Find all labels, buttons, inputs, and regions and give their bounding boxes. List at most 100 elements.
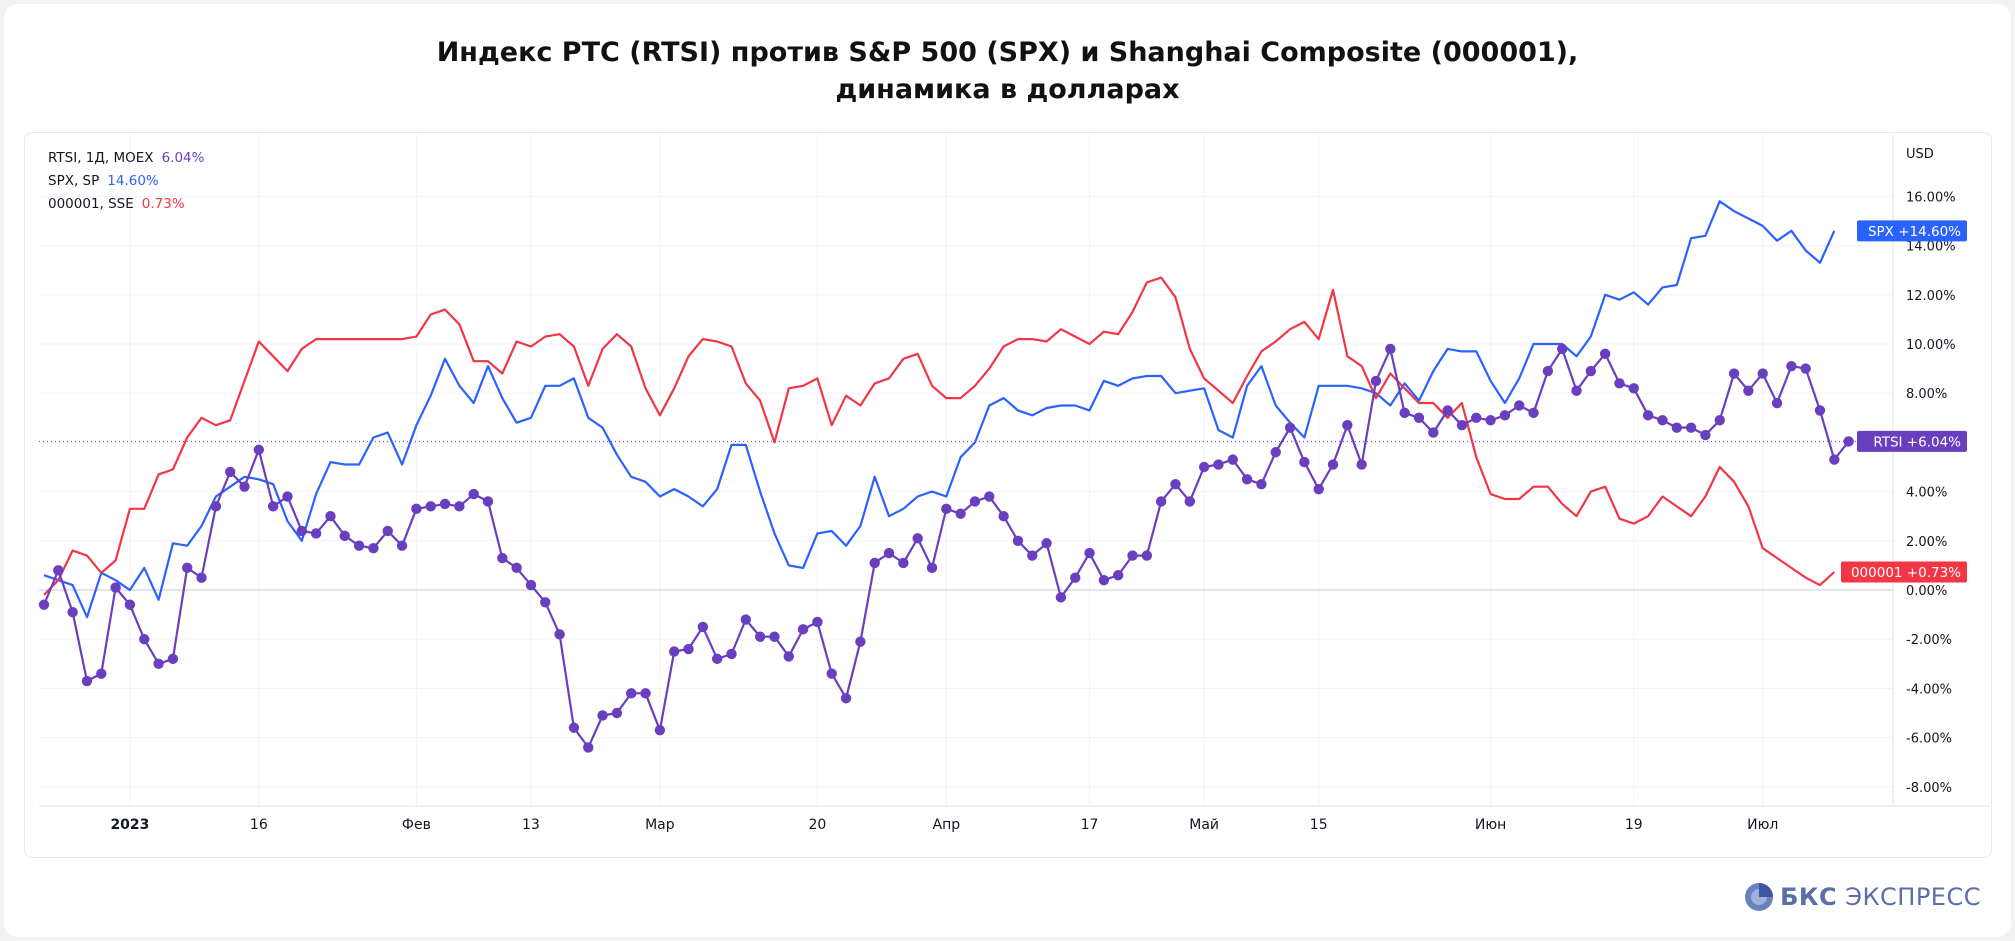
data-point-rtsi — [1714, 415, 1725, 426]
x-tick-label: 17 — [1081, 817, 1099, 833]
data-point-rtsi — [1155, 496, 1167, 507]
legend-item-000001[interactable]: 000001, SSE 0.73% — [48, 193, 204, 216]
data-point-rtsi — [1542, 365, 1554, 377]
legend-item-rtsi[interactable]: RTSI, 1Д, MOEX 6.04% — [48, 147, 204, 170]
data-point-rtsi — [1642, 410, 1654, 421]
data-point-rtsi — [53, 565, 64, 576]
data-point-rtsi — [568, 722, 580, 733]
price-badge-rtsi — [1857, 430, 1967, 452]
data-point-rtsi — [153, 658, 164, 669]
data-point-rtsi — [38, 599, 50, 610]
legend-value: 14.60% — [107, 173, 159, 189]
data-point-rtsi — [1370, 375, 1382, 387]
data-point-rtsi — [855, 636, 866, 647]
data-point-rtsi — [1814, 405, 1826, 416]
price-badge-label-rtsi: RTSI +6.04% — [1873, 434, 1961, 450]
data-point-rtsi — [439, 498, 451, 510]
data-point-rtsi — [382, 525, 393, 537]
x-tick-label: 2023 — [110, 817, 149, 833]
x-tick-label: 13 — [522, 817, 540, 833]
data-point-rtsi — [611, 707, 623, 719]
data-point-rtsi — [325, 511, 336, 522]
data-point-rtsi — [411, 503, 422, 515]
x-tick-label: Мар — [645, 817, 675, 833]
data-point-rtsi — [425, 501, 436, 512]
data-point-rtsi — [253, 444, 265, 455]
data-point-rtsi — [67, 606, 78, 618]
data-point-rtsi — [1456, 419, 1468, 431]
y-tick-label: -6.00% — [1906, 732, 1952, 747]
x-tick-label: 19 — [1625, 817, 1643, 833]
data-point-rtsi — [1256, 479, 1267, 490]
data-point-rtsi — [196, 572, 207, 583]
x-tick-label: Май — [1189, 817, 1219, 833]
data-point-rtsi — [1700, 429, 1711, 441]
data-point-rtsi — [583, 742, 594, 753]
data-point-rtsi — [1685, 422, 1697, 433]
data-point-rtsi — [912, 533, 923, 544]
data-point-rtsi — [554, 629, 565, 640]
data-point-rtsi — [110, 582, 121, 593]
data-point-rtsi — [1514, 400, 1525, 411]
data-point-rtsi — [1471, 412, 1482, 423]
data-point-rtsi — [267, 501, 279, 512]
data-point-rtsi — [167, 653, 179, 665]
data-point-rtsi — [1571, 385, 1582, 396]
data-point-rtsi — [1084, 547, 1095, 559]
legend-label: SPX, SP — [48, 173, 100, 189]
legend-label: RTSI, 1Д, MOEX — [48, 150, 154, 166]
data-point-rtsi — [1442, 405, 1453, 416]
data-point-rtsi — [468, 488, 479, 500]
price-badge-label-000001: 000001 +0.73% — [1851, 565, 1961, 581]
data-point-rtsi — [296, 525, 308, 537]
data-point-rtsi — [1399, 407, 1410, 419]
data-point-rtsi — [941, 503, 952, 515]
data-point-rtsi — [668, 646, 680, 657]
legend-label: 000001, SSE — [48, 196, 134, 212]
data-point-rtsi — [840, 693, 852, 704]
data-point-rtsi — [797, 624, 809, 635]
data-point-rtsi — [1184, 496, 1196, 507]
data-point-rtsi — [454, 501, 465, 512]
x-tick-label: 16 — [250, 817, 268, 833]
data-point-rtsi — [955, 508, 966, 519]
data-point-rtsi — [368, 542, 379, 554]
data-point-rtsi — [998, 511, 1009, 522]
data-point-rtsi — [1356, 459, 1367, 470]
y-tick-label: -4.00% — [1906, 682, 1952, 697]
data-point-rtsi — [1843, 436, 1854, 447]
y-tick-label: 8.00% — [1906, 387, 1947, 402]
series-line-000001 — [43, 276, 1836, 596]
data-point-rtsi — [726, 648, 737, 660]
x-tick-label: 20 — [809, 817, 827, 833]
chart-title-line-2: динамика в долларах — [835, 74, 1180, 105]
data-point-rtsi — [1127, 550, 1138, 561]
data-point-rtsi — [1299, 456, 1310, 468]
data-point-rtsi — [1528, 407, 1539, 419]
price-badge-000001 — [1841, 561, 1967, 583]
data-point-rtsi — [898, 557, 909, 569]
data-point-rtsi — [1327, 459, 1339, 470]
x-tick-label: Фев — [402, 817, 431, 833]
chart-panel — [24, 132, 1992, 858]
bks-express-logo: БКС ЭКСПРЕСС — [1744, 880, 1981, 914]
legend: RTSI, 1Д, MOEX 6.04% SPX, SP 14.60% 000001… — [48, 147, 204, 216]
data-point-rtsi — [1213, 459, 1224, 470]
data-point-rtsi — [1585, 365, 1597, 377]
y-tick-label: 14.00% — [1906, 240, 1956, 255]
data-point-rtsi — [1671, 422, 1682, 433]
legend-item-spx[interactable]: SPX, SP 14.60% — [48, 170, 204, 193]
data-point-rtsi — [525, 579, 537, 591]
data-point-rtsi — [1170, 479, 1181, 490]
y-tick-label: 16.00% — [1906, 190, 1956, 205]
data-point-rtsi — [754, 631, 766, 642]
data-point-rtsi — [1227, 454, 1238, 465]
data-point-rtsi — [1070, 572, 1081, 583]
data-point-rtsi — [1728, 368, 1740, 379]
data-point-rtsi — [711, 653, 723, 665]
price-badge-label-spx: SPX +14.60% — [1868, 224, 1961, 240]
data-point-rtsi — [1757, 368, 1768, 379]
data-point-rtsi — [626, 688, 637, 699]
data-point-rtsi — [883, 547, 895, 559]
